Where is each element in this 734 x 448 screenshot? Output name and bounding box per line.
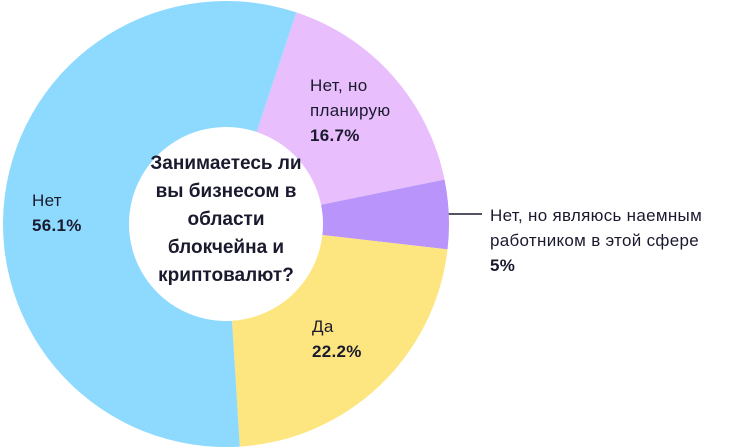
segment-label: Нет, но являюсь наемным работником в это… xyxy=(490,203,720,278)
category-label: Нет, но являюсь наемным работником в это… xyxy=(490,206,703,250)
donut-segment xyxy=(321,179,450,250)
category-label: Нет, но планирую xyxy=(310,76,391,120)
value-label: 5% xyxy=(490,256,516,275)
donut-segment xyxy=(3,0,297,447)
value-label: 56.1% xyxy=(32,216,82,235)
donut-segment xyxy=(256,12,445,205)
category-label: Нет xyxy=(32,191,62,210)
value-label: 22.2% xyxy=(312,342,362,361)
value-label: 16.7% xyxy=(310,126,360,145)
donut-segment xyxy=(232,235,448,447)
chart-title: Занимаетесь ли вы бизнесом в области бло… xyxy=(150,153,302,286)
segment-label: Нет 56.1% xyxy=(32,188,122,238)
category-label: Да xyxy=(312,317,334,336)
segment-label: Нет, но планирую 16.7% xyxy=(310,73,415,148)
segment-label: Да 22.2% xyxy=(312,314,412,364)
